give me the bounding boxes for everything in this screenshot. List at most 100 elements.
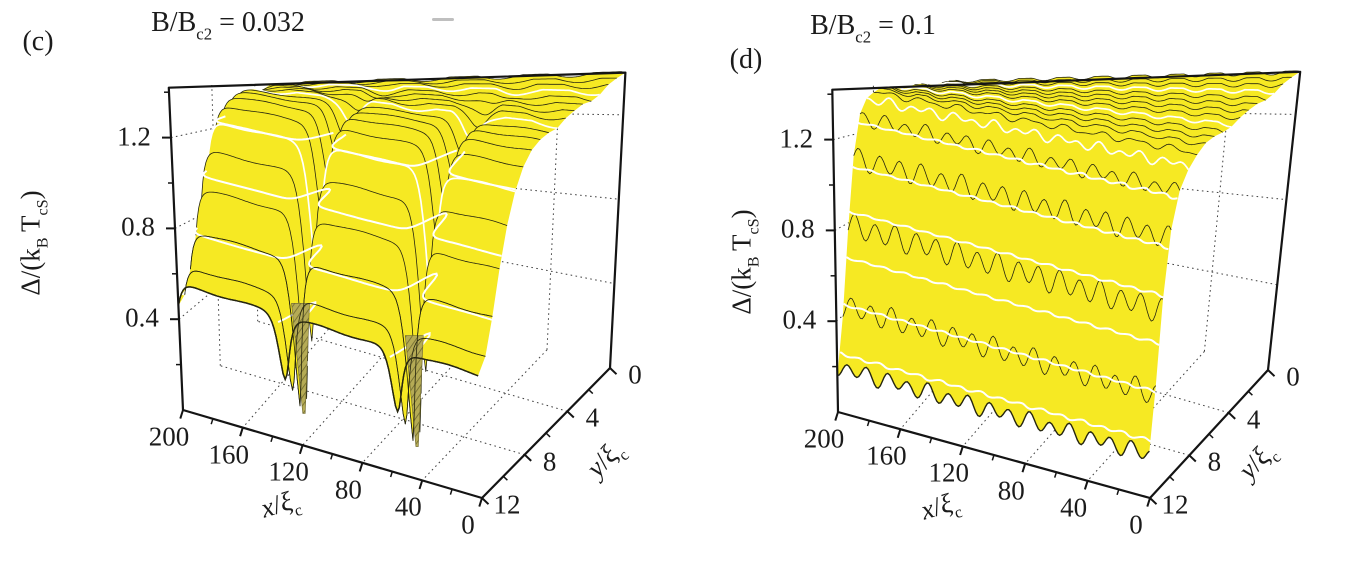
surface-strip bbox=[914, 83, 1258, 113]
mesh-line bbox=[247, 89, 566, 128]
mesh-line bbox=[928, 83, 1266, 101]
axis-tick bbox=[609, 367, 618, 375]
axis-tick bbox=[358, 462, 364, 472]
axis-tick bbox=[449, 488, 453, 495]
axis-tick bbox=[502, 475, 508, 481]
mesh-line bbox=[219, 98, 532, 212]
surface-strip bbox=[255, 85, 583, 115]
mesh-line bbox=[297, 71, 626, 84]
surface-strip bbox=[848, 148, 1172, 322]
level-curve bbox=[202, 170, 502, 257]
mesh-line-rim bbox=[177, 286, 479, 414]
axis-tick bbox=[1021, 463, 1027, 473]
surface-strip bbox=[247, 87, 575, 128]
mesh-line bbox=[276, 82, 600, 96]
axis-tick bbox=[545, 432, 551, 438]
surface-strip bbox=[195, 152, 508, 432]
axis-tick bbox=[1188, 454, 1197, 463]
mesh-line bbox=[261, 84, 583, 106]
mesh-line bbox=[893, 87, 1224, 133]
grid-line bbox=[295, 220, 615, 285]
mesh-line bbox=[226, 92, 541, 178]
mesh-line bbox=[921, 83, 1258, 107]
axis-tick bbox=[481, 497, 490, 505]
grid-line bbox=[242, 294, 359, 428]
level-curve bbox=[857, 121, 1178, 200]
mesh-line bbox=[873, 92, 1198, 155]
level-curve bbox=[852, 165, 1169, 251]
surface-strip bbox=[860, 98, 1189, 193]
surface-strip bbox=[907, 84, 1249, 120]
surface-strip bbox=[276, 83, 609, 96]
axis-tick bbox=[991, 454, 995, 461]
surface-strip bbox=[900, 85, 1241, 127]
axis-tick bbox=[298, 444, 304, 455]
mesh-line bbox=[853, 147, 1172, 247]
axis-tick bbox=[1247, 390, 1253, 396]
mesh-line-rim bbox=[190, 235, 493, 441]
axis-tick bbox=[866, 420, 870, 427]
surface-strip bbox=[283, 78, 617, 90]
axis-tick bbox=[896, 428, 902, 439]
surface-strip bbox=[948, 70, 1301, 84]
axis-tick bbox=[1149, 497, 1158, 505]
grid-line bbox=[1203, 73, 1232, 352]
axis-tick bbox=[566, 410, 575, 419]
surface-strip bbox=[220, 92, 541, 211]
mesh-line-front bbox=[837, 363, 1150, 460]
surface-strip bbox=[935, 81, 1284, 94]
mesh-line bbox=[254, 86, 575, 116]
axis-tick bbox=[330, 453, 334, 460]
mesh-line bbox=[240, 87, 558, 140]
mesh-line bbox=[269, 83, 592, 102]
surface-strip bbox=[269, 83, 600, 102]
mesh-line bbox=[914, 84, 1249, 113]
axis-tick bbox=[834, 411, 839, 421]
axis-tick bbox=[929, 437, 933, 444]
axis-tick bbox=[524, 453, 532, 462]
level-curve bbox=[845, 256, 1160, 346]
axis-tick bbox=[179, 409, 184, 419]
scan-artifact-mark bbox=[432, 18, 454, 21]
grid-line bbox=[546, 74, 561, 350]
mesh-line bbox=[907, 85, 1241, 120]
level-curve bbox=[843, 302, 1156, 394]
level-curve bbox=[215, 115, 516, 191]
axis-tick bbox=[478, 497, 483, 507]
panel-d-plot bbox=[824, 70, 1302, 507]
mesh-line bbox=[195, 191, 500, 433]
mesh-line bbox=[842, 297, 1157, 403]
grid-line bbox=[962, 313, 1078, 447]
grid-line bbox=[220, 365, 525, 456]
surface-strip bbox=[873, 88, 1206, 155]
mesh-line bbox=[201, 152, 508, 373]
surface-strip bbox=[184, 236, 493, 441]
surface-strip bbox=[213, 98, 532, 255]
level-curve bbox=[848, 210, 1164, 299]
surface-strip bbox=[894, 87, 1232, 133]
mesh-line bbox=[887, 87, 1215, 138]
axis-tick bbox=[270, 436, 274, 443]
panel-c-plot bbox=[162, 71, 627, 507]
surface-strip bbox=[853, 112, 1180, 246]
mesh-line bbox=[213, 107, 524, 256]
grid-line bbox=[1087, 351, 1205, 482]
grid-line bbox=[833, 108, 955, 141]
axis-tick bbox=[588, 389, 594, 395]
grid-line bbox=[421, 349, 548, 481]
mesh-line bbox=[233, 89, 549, 155]
surface-strip bbox=[842, 214, 1163, 403]
level-curve bbox=[839, 351, 1152, 443]
mesh-line-rim bbox=[184, 270, 486, 425]
axis-tick bbox=[1083, 480, 1089, 490]
axis-tick bbox=[1053, 471, 1058, 478]
surface-strip bbox=[837, 298, 1156, 459]
axis-tick bbox=[959, 446, 964, 456]
axis-tick bbox=[389, 471, 394, 478]
axis-tick bbox=[1208, 433, 1214, 439]
axis-tick bbox=[1146, 497, 1151, 507]
axis-tick bbox=[210, 418, 214, 425]
mesh-line bbox=[847, 213, 1164, 322]
